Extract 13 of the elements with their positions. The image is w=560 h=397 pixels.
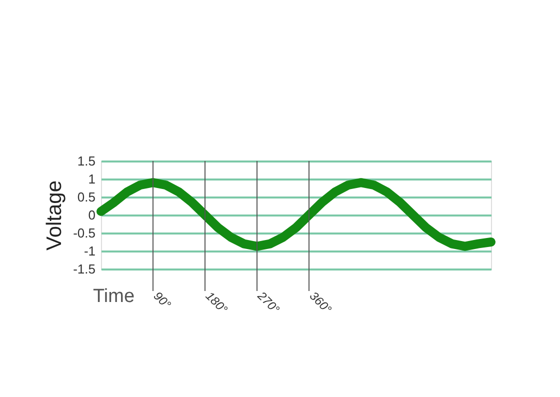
ref-line-label: 90° <box>150 288 174 312</box>
y-axis-title: Voltage <box>43 180 66 251</box>
ref-line-label: 270° <box>254 288 282 316</box>
ref-line-label: 180° <box>202 288 230 316</box>
y-tick-label: 0 <box>88 208 96 222</box>
ref-line-label: 360° <box>306 288 334 316</box>
y-tick-label: -0.5 <box>73 226 96 240</box>
y-tick-label: 1.5 <box>77 154 96 168</box>
y-tick-label: 1 <box>88 172 96 186</box>
y-tick-label: 0.5 <box>77 190 96 204</box>
text: Time <box>93 286 135 307</box>
y-tick-label: -1.5 <box>73 262 96 276</box>
y-tick-label: -1 <box>84 244 96 258</box>
